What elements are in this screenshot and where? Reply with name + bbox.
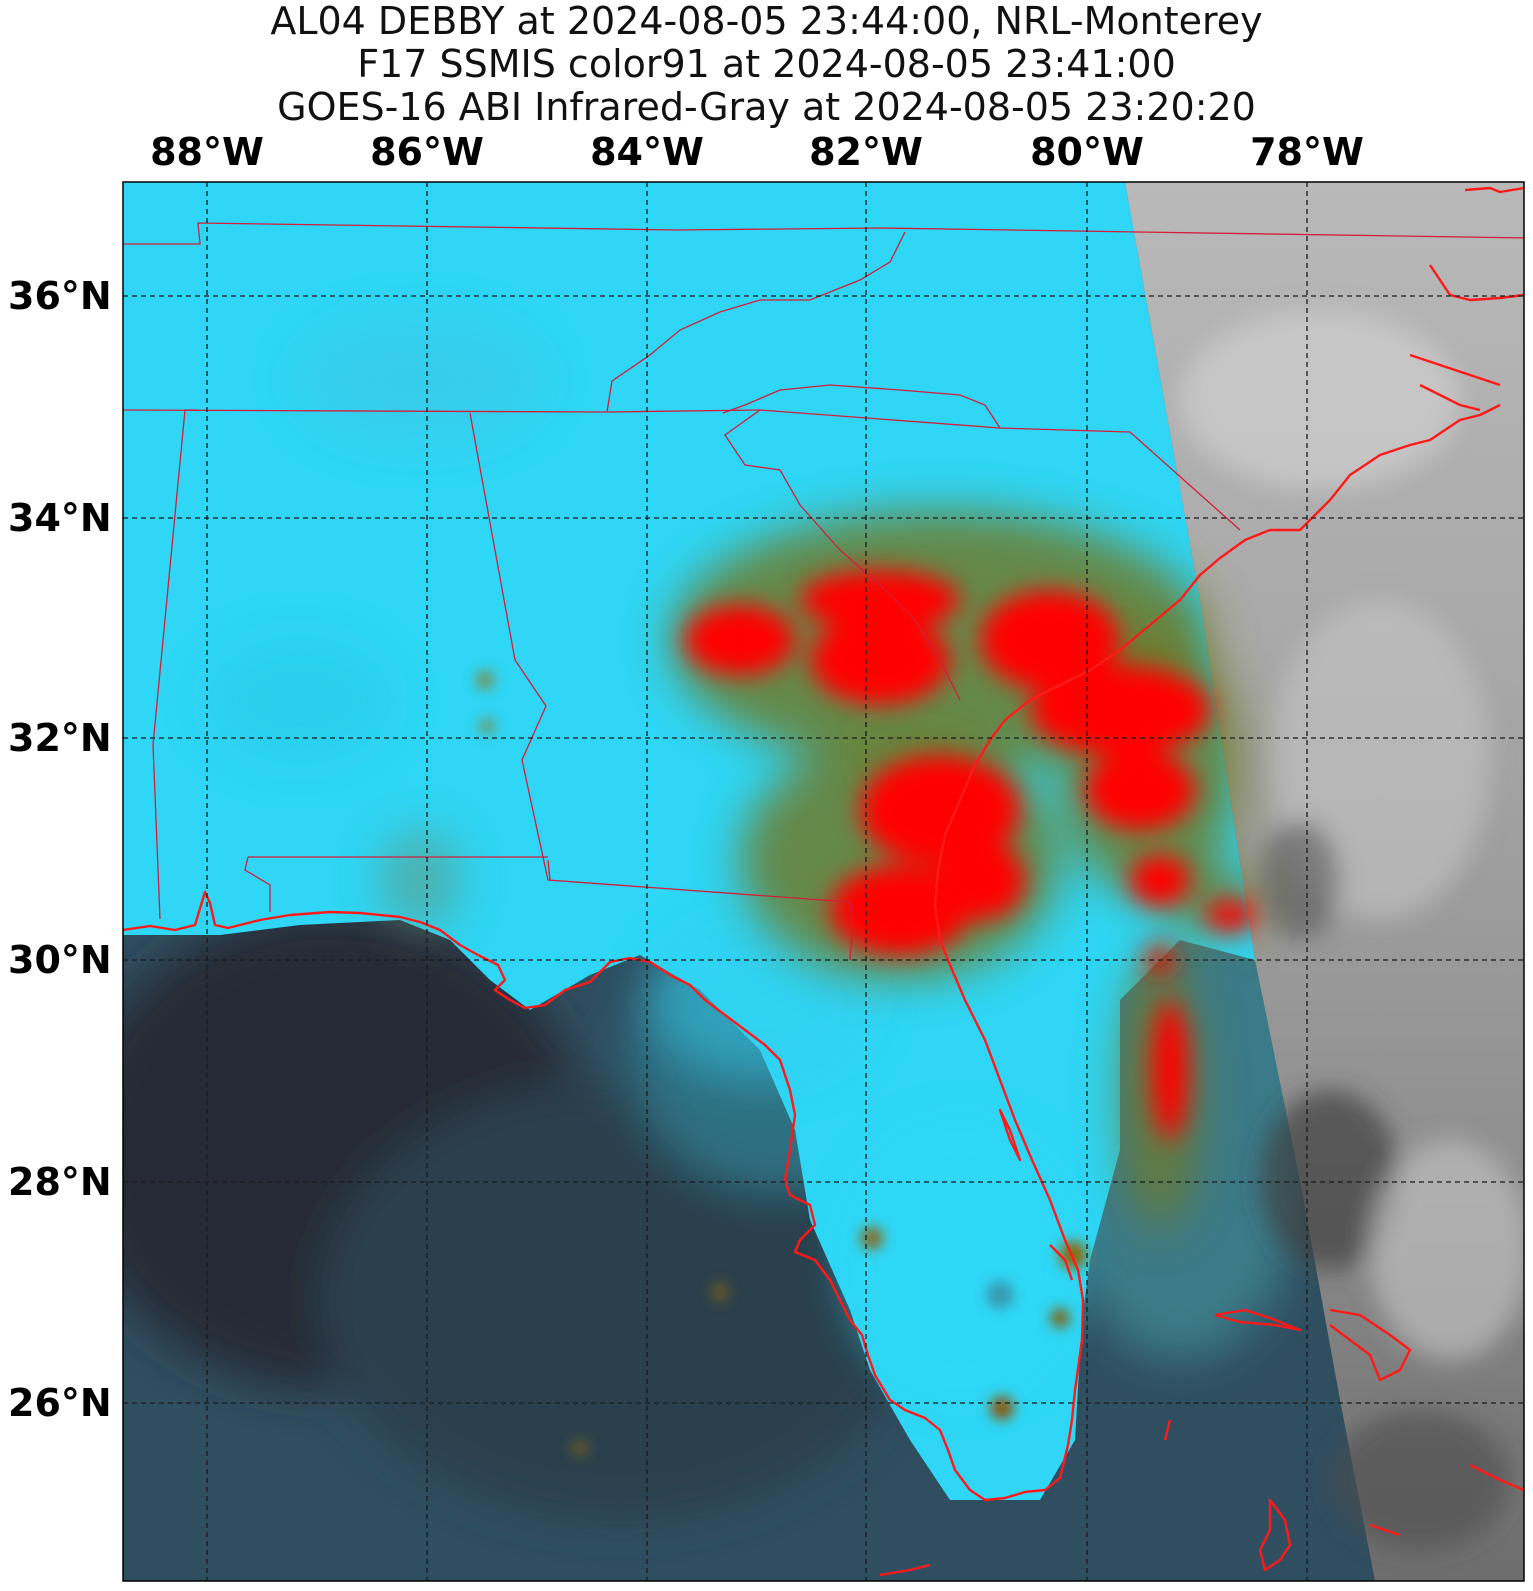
lon-label-78w: 78°W — [1250, 130, 1364, 174]
lat-label-34n: 34°N — [8, 496, 112, 540]
lon-label-80w: 80°W — [1030, 130, 1144, 174]
lon-label-88w: 88°W — [150, 130, 264, 174]
title-line-storm: AL04 DEBBY at 2024-08-05 23:44:00, NRL-M… — [270, 0, 1263, 43]
lat-label-32n: 32°N — [8, 716, 112, 760]
graticule — [123, 182, 1524, 1581]
ir-cloud-texture — [1180, 310, 1524, 1550]
lon-label-86w: 86°W — [370, 130, 484, 174]
state-borders — [123, 222, 1524, 961]
lat-label-26n: 26°N — [8, 1381, 112, 1425]
map-title: AL04 DEBBY at 2024-08-05 23:44:00, NRL-M… — [0, 0, 1533, 129]
lon-label-82w: 82°W — [809, 130, 923, 174]
map-frame — [122, 181, 1525, 1582]
title-line-ssmis: F17 SSMIS color91 at 2024-08-05 23:41:00 — [357, 42, 1176, 86]
coastlines — [123, 186, 1524, 1577]
lat-label-28n: 28°N — [8, 1160, 112, 1204]
title-line-goes: GOES-16 ABI Infrared-Gray at 2024-08-05 … — [277, 85, 1256, 129]
lon-label-84w: 84°W — [590, 130, 704, 174]
lat-label-30n: 30°N — [8, 938, 112, 982]
lat-label-36n: 36°N — [8, 274, 112, 318]
precip-core — [685, 570, 1255, 1140]
